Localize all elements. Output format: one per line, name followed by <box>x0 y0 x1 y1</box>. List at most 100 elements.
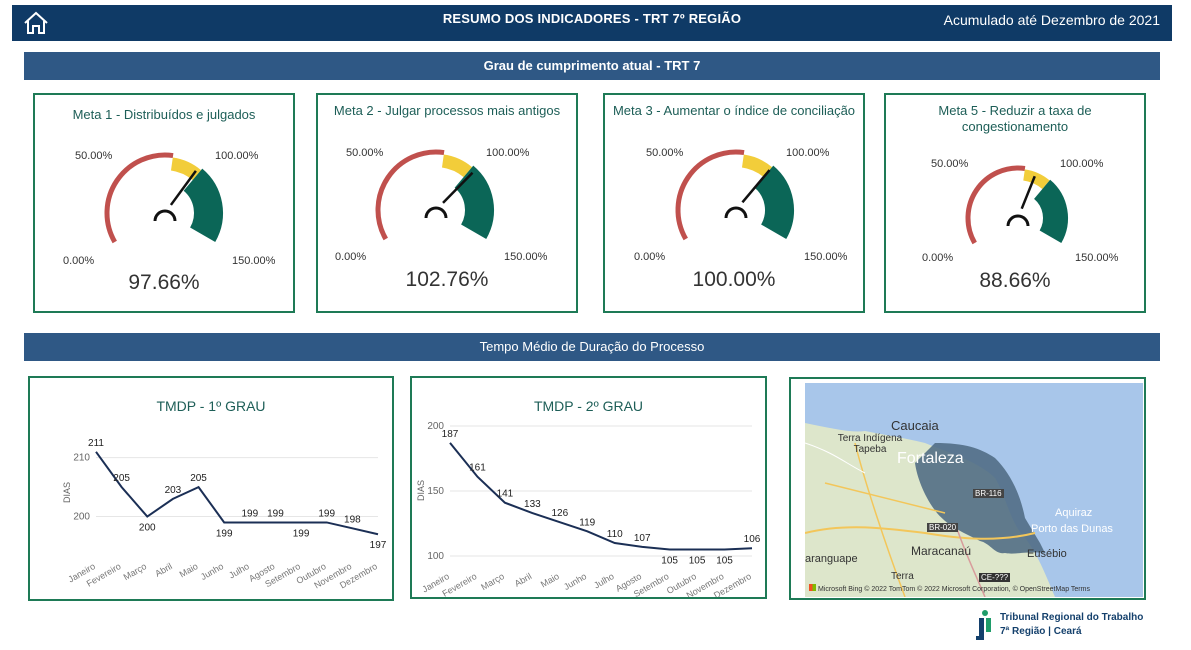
data-label: 107 <box>634 533 651 544</box>
data-label: 105 <box>716 556 733 567</box>
x-tick-label: Março <box>479 571 506 592</box>
home-icon[interactable] <box>22 10 50 36</box>
gauge-min-label: 0.00% <box>922 252 954 264</box>
line-chart-2grau: 100 150 200 DIAS 187 161 141 133 126 119 110 107 105… <box>416 421 761 600</box>
gauge-max-label: 150.00% <box>232 255 276 267</box>
gauge-title: Meta 1 - Distribuídos e julgados <box>72 107 256 122</box>
map-label-tapeba: Terra Indígena Tapeba <box>837 433 903 455</box>
map-label-maracanau: Maracanaú <box>911 544 972 558</box>
map-label-eusebio: Eusébio <box>1027 548 1067 560</box>
trt7-logo: Tribunal Regional do Trabalho 7ª Região … <box>974 608 1164 642</box>
chart-title: TMDP - 1º GRAU <box>156 398 266 414</box>
data-label: 199 <box>318 508 335 519</box>
series-line <box>449 442 753 551</box>
y-axis-label: DIAS <box>62 482 72 503</box>
gauge-needle <box>1020 175 1036 210</box>
gauge-mid-label: 50.00% <box>75 150 113 162</box>
map-card: Caucaia Terra Indígena Tapeba Fortaleza … <box>789 377 1146 600</box>
data-label: 205 <box>113 473 130 484</box>
map-label-porto-das-dunas: Porto das Dunas <box>1031 523 1113 535</box>
gauge-yellow-band <box>741 154 773 178</box>
data-label: 119 <box>579 517 595 528</box>
gauge-chart <box>675 149 794 241</box>
y-tick-label: 150 <box>427 486 444 497</box>
gauge-min-label: 0.00% <box>335 251 367 263</box>
gauge-target-label: 100.00% <box>215 150 259 162</box>
data-label: 203 <box>165 485 182 496</box>
data-label: 205 <box>190 473 207 484</box>
gauge-yellow-band <box>441 154 473 178</box>
y-tick-label: 200 <box>427 421 444 432</box>
section-goals-title: Grau de cumprimento atual - TRT 7 <box>24 52 1160 80</box>
gauge-yellow-band <box>1022 169 1050 190</box>
gauge-mid-label: 50.00% <box>931 158 969 170</box>
gauge-green-band <box>754 165 794 239</box>
gauge-title: Meta 3 - Aumentar o índice de conciliaçã… <box>612 103 856 118</box>
gauge-green-band <box>454 165 494 239</box>
series-line <box>95 451 379 536</box>
microsoft-logo-icon <box>809 584 816 591</box>
gauge-min-label: 0.00% <box>63 255 95 267</box>
data-label: 106 <box>744 534 761 545</box>
map-credit: © 2022 TomTom © 2022 Microsoft Corporati… <box>864 586 1090 593</box>
data-label: 110 <box>607 529 623 540</box>
gauge-mid-label: 50.00% <box>646 147 684 159</box>
gauge-yellow-band <box>170 157 202 181</box>
data-label: 126 <box>551 508 568 519</box>
data-label: 161 <box>469 463 486 474</box>
gauge-card-meta1: Meta 1 - Distribuídos e julgados 50.00% … <box>33 93 295 313</box>
data-label: 200 <box>139 523 156 534</box>
gauge-target-label: 100.00% <box>1060 158 1104 170</box>
map-brand[interactable]: Microsoft Bing © 2022 TomTom © 2022 Micr… <box>809 584 1090 593</box>
page-title: RESUMO DOS INDICADORES - TRT 7º REGIÃO <box>442 11 742 26</box>
map-label-aquiraz: Aquiraz <box>1055 507 1093 519</box>
logo-line2: 7ª Região | Ceará <box>1000 626 1082 637</box>
logo-text: Tribunal Regional do Trabalho 7ª Região … <box>1000 611 1143 639</box>
section-time-title: Tempo Médio de Duração do Processo <box>24 333 1160 361</box>
gauge-chart <box>104 152 223 244</box>
data-label: 197 <box>370 540 387 551</box>
map-label-fortaleza: Fortaleza <box>897 450 964 467</box>
gauge-red-band <box>375 149 445 241</box>
data-label: 187 <box>442 429 459 440</box>
gauge-mid-label: 50.00% <box>346 147 384 159</box>
gauge-card-meta3: Meta 3 - Aumentar o índice de conciliaçã… <box>603 93 865 313</box>
gauge-needle <box>442 171 474 204</box>
data-label: 199 <box>267 508 284 519</box>
x-tick-label: Junho <box>562 571 588 592</box>
gauge-card-meta2: Meta 2 - Julgar processos mais antigos 5… <box>316 93 578 313</box>
x-tick-label: Abril <box>513 571 534 589</box>
y-tick-label: 210 <box>73 453 90 464</box>
gauge-max-label: 150.00% <box>804 251 848 263</box>
line-chart-1grau: 200 210 DIAS 211 205 200 203 205 199 199 199 199 199… <box>62 438 387 591</box>
period-label: Acumulado até Dezembro de 2021 <box>943 12 1160 28</box>
data-label: 199 <box>216 528 233 539</box>
gauge-value: 100.00% <box>692 268 776 291</box>
gauge-value: 97.66% <box>128 271 200 294</box>
gauge-red-band <box>104 152 174 244</box>
logo-line1: Tribunal Regional do Trabalho <box>1000 612 1144 623</box>
gauge-target-label: 100.00% <box>486 147 530 159</box>
data-label: 105 <box>661 556 678 567</box>
gauge-max-label: 150.00% <box>1075 252 1119 264</box>
gauge-value: 102.76% <box>405 268 489 291</box>
gauge-hub <box>424 206 448 219</box>
map-region <box>915 443 1045 554</box>
gauge-red-band <box>675 149 745 241</box>
trt-logo-icon <box>976 610 991 640</box>
x-tick-label: Julho <box>227 561 251 580</box>
map-label-terra: Terra <box>891 571 914 582</box>
y-axis-label: DIAS <box>416 480 426 501</box>
gauge-title: Meta 2 - Julgar processos mais antigos <box>333 103 561 118</box>
map-brand-label: Microsoft Bing <box>817 586 863 593</box>
map-label-br116: BR-116 <box>973 489 1004 498</box>
gauge-chart <box>375 149 494 241</box>
chart-title: TMDP - 2º GRAU <box>533 398 644 414</box>
map-label-ce: CE-??? <box>979 573 1011 582</box>
gauge-max-label: 150.00% <box>504 251 548 263</box>
x-tick-label: Abril <box>153 561 174 579</box>
gauge-hub <box>1006 214 1030 227</box>
gauge-card-meta5: Meta 5 - Reduzir a taxa de congestioname… <box>884 93 1146 313</box>
map[interactable]: Caucaia Terra Indígena Tapeba Fortaleza … <box>805 383 1143 597</box>
